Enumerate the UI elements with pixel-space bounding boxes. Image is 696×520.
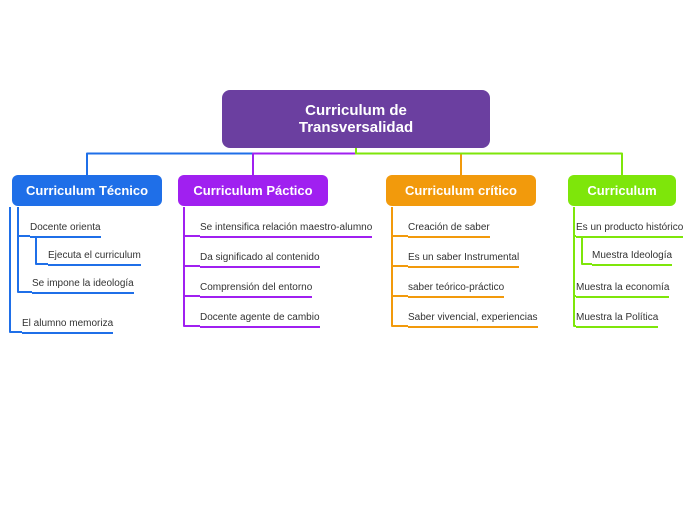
leaf-node: Es un saber Instrumental	[408, 252, 519, 268]
branch-node: Curriculum Técnico	[12, 175, 162, 206]
leaf-node: Muestra la Política	[576, 312, 658, 328]
leaf-node: Da significado al contenido	[200, 252, 320, 268]
branch-label: Curriculum crítico	[405, 183, 517, 198]
leaf-node: Es un producto histórico	[576, 222, 683, 238]
branch-node: Curriculum crítico	[386, 175, 536, 206]
leaf-node: saber teórico-práctico	[408, 282, 504, 298]
leaf-node: Se impone la ideología	[32, 278, 134, 294]
branch-label: Curriculum Páctico	[193, 183, 312, 198]
leaf-node: Saber vivencial, experiencias	[408, 312, 538, 328]
leaf-node: Ejecuta el curriculum	[48, 250, 141, 266]
leaf-node: Muestra Ideología	[592, 250, 672, 266]
branch-label: Curriculum Técnico	[26, 183, 148, 198]
leaf-node: Comprensión del entorno	[200, 282, 312, 298]
leaf-node: Docente orienta	[30, 222, 101, 238]
branch-node: Curriculum	[568, 175, 676, 206]
leaf-node: El alumno memoriza	[22, 318, 113, 334]
root-label: Curriculum de Transversalidad	[299, 102, 413, 136]
root-node: Curriculum de Transversalidad	[222, 90, 490, 148]
leaf-node: Se intensifica relación maestro-alumno	[200, 222, 372, 238]
branch-label: Curriculum	[587, 183, 656, 198]
branch-node: Curriculum Páctico	[178, 175, 328, 206]
leaf-node: Muestra la economía	[576, 282, 669, 298]
leaf-node: Creación de saber	[408, 222, 490, 238]
leaf-node: Docente agente de cambio	[200, 312, 320, 328]
